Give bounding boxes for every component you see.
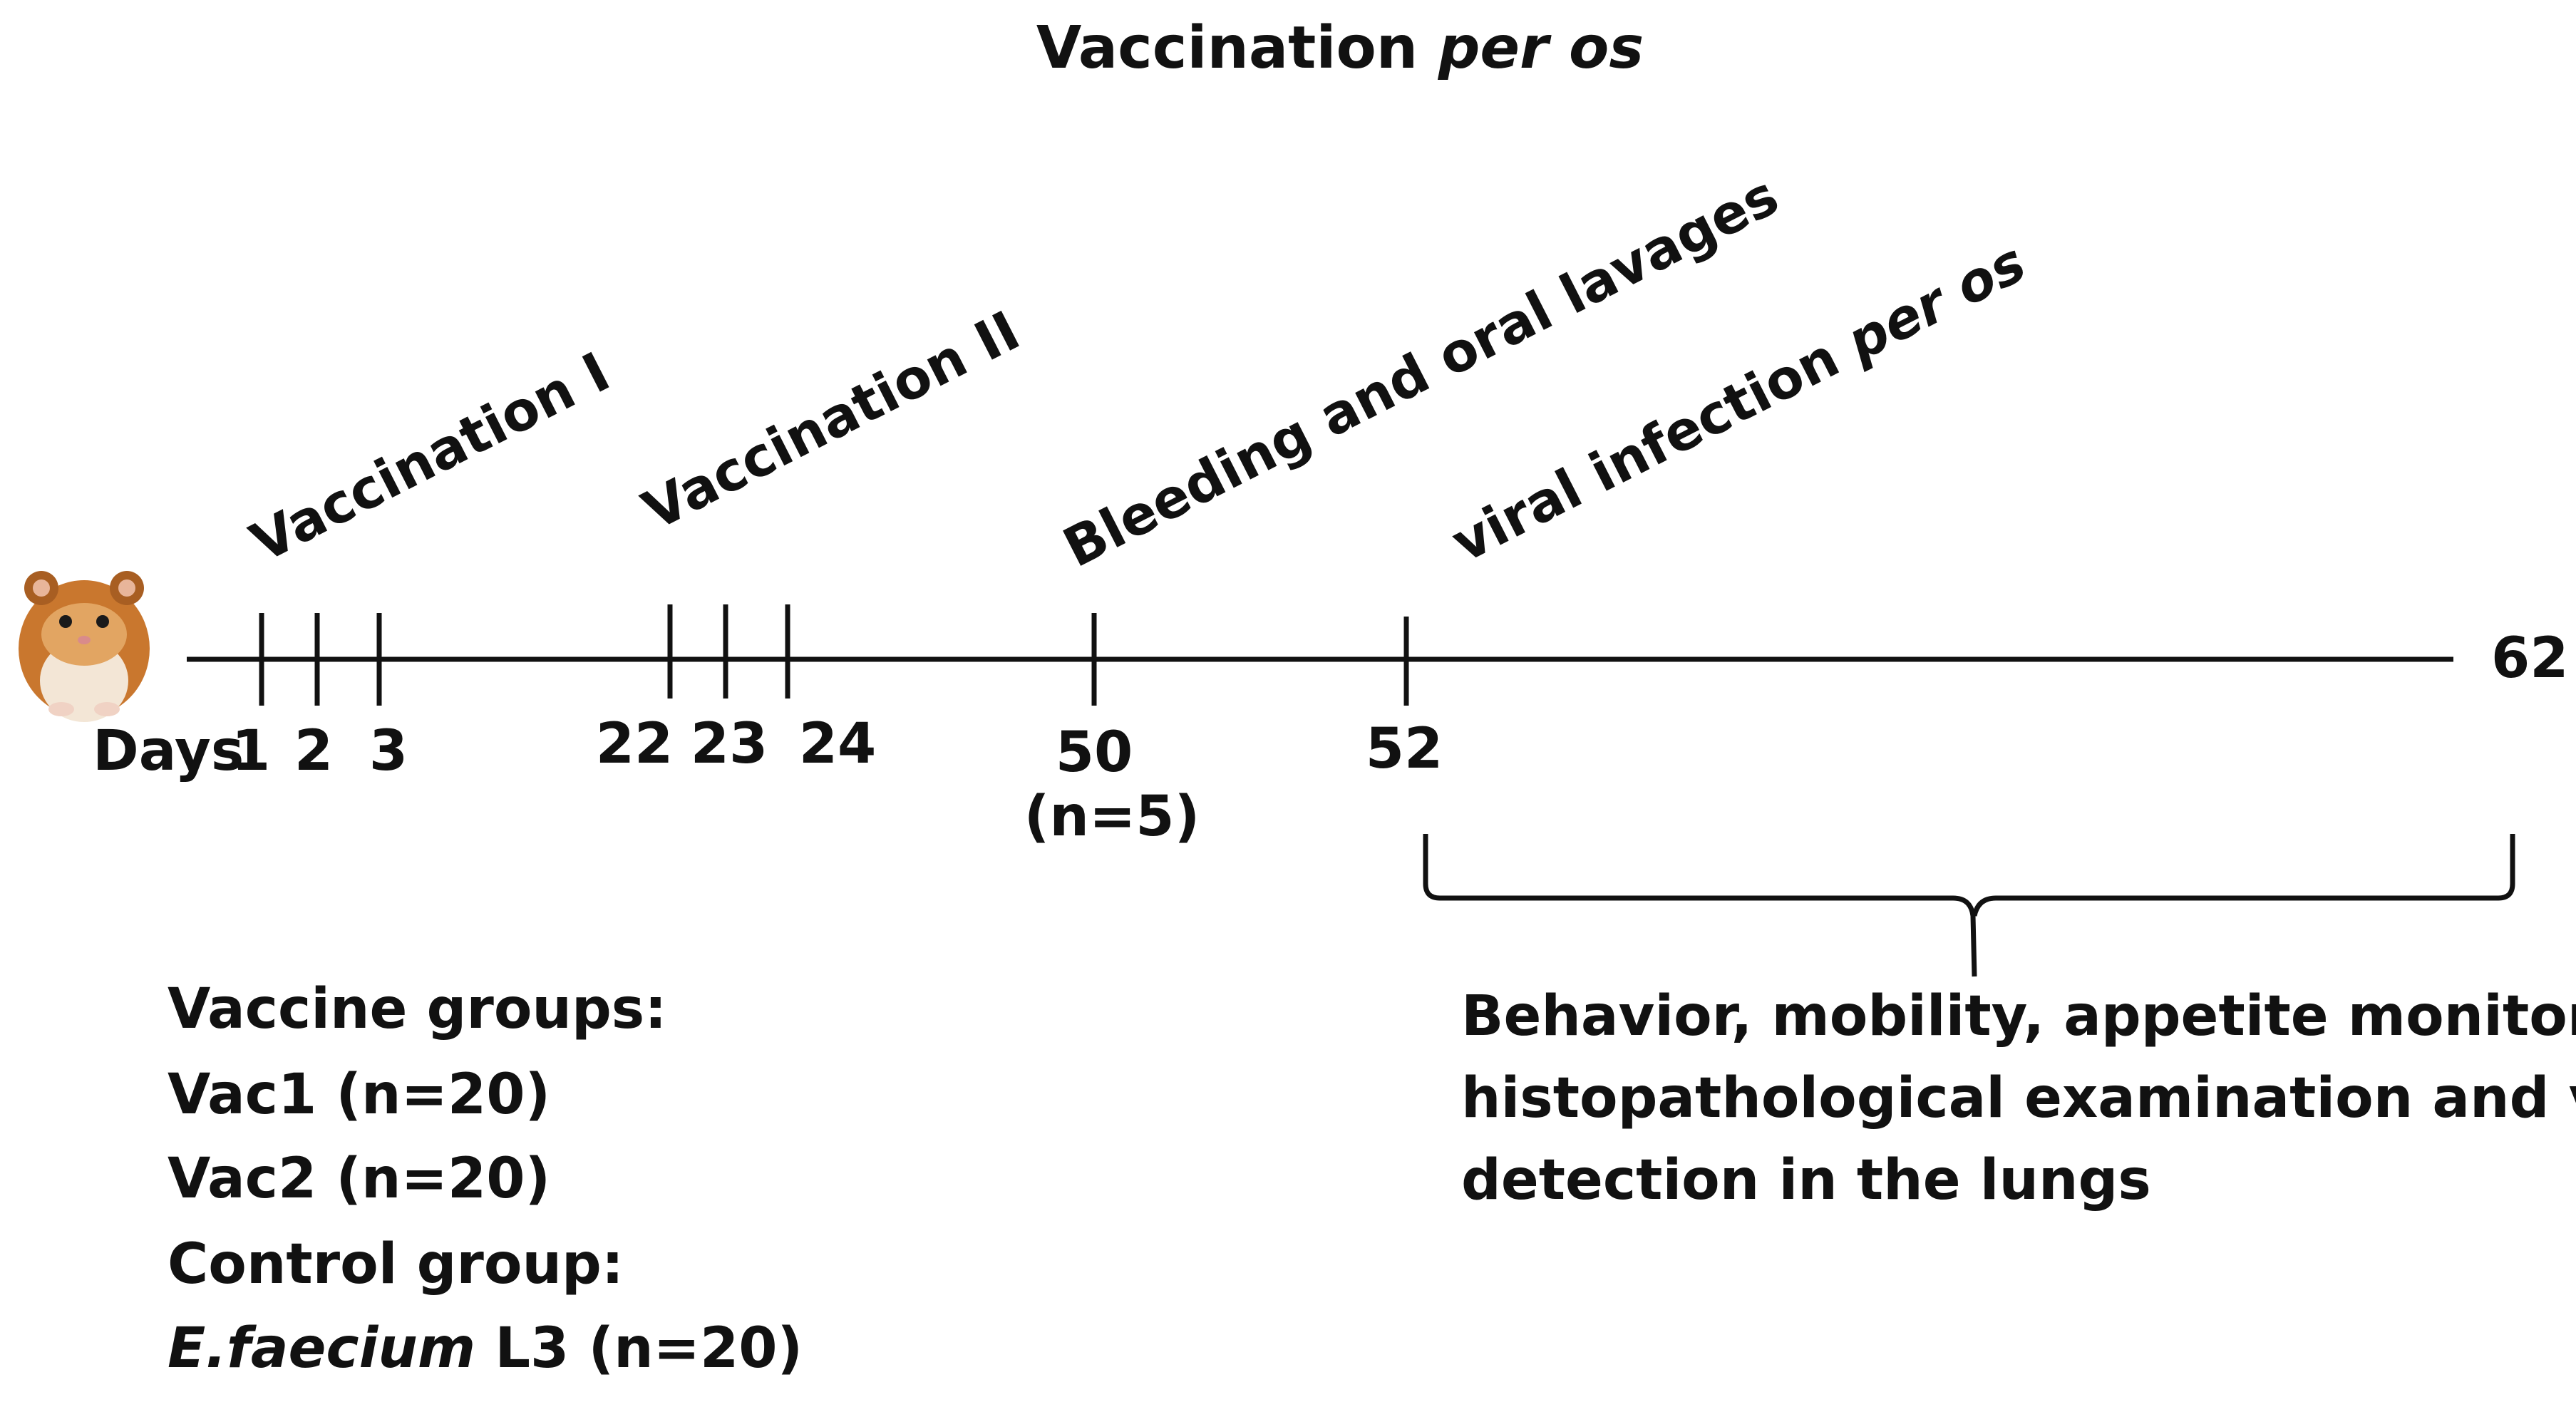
day-label: 1 [232,719,270,783]
day-label: 50 [1056,721,1133,785]
group-vac2: Vac2 (n=20) [168,1147,550,1211]
vaccine-groups-heading: Vaccine groups: [168,977,666,1041]
day-label: 24 [799,712,877,776]
follow-up-brace [1423,834,2515,977]
hamster-icon [19,571,150,722]
event-label-vaccination-2: Vaccination II [633,299,1029,542]
control-group-heading: Control group: [168,1232,624,1297]
day-label: 52 [1366,717,1443,781]
day-label: 2 [294,719,333,783]
days-prefix: Days [93,719,244,783]
day-label: 23 [691,712,768,776]
day-label: 3 [369,719,408,783]
group-control: E.faecium L3 (n=20) [168,1316,803,1381]
outcome-line: histopathological examination and virus [1461,1066,2576,1130]
day-label: 22 [596,712,674,776]
outcome-line: detection in the lungs [1461,1148,2151,1212]
group-vac1: Vac1 (n=20) [168,1063,550,1127]
page-title: Vaccination per os [1036,14,1644,82]
event-label-bleeding: Bleeding and oral lavages [1053,163,1788,579]
day-label-end: 62 [2491,627,2569,691]
sample-size-note: (n=5) [1024,785,1200,849]
outcome-line: Behavior, mobility, appetite monitoring, [1461,984,2576,1048]
event-label-vaccination-1: Vaccination I [241,340,619,574]
